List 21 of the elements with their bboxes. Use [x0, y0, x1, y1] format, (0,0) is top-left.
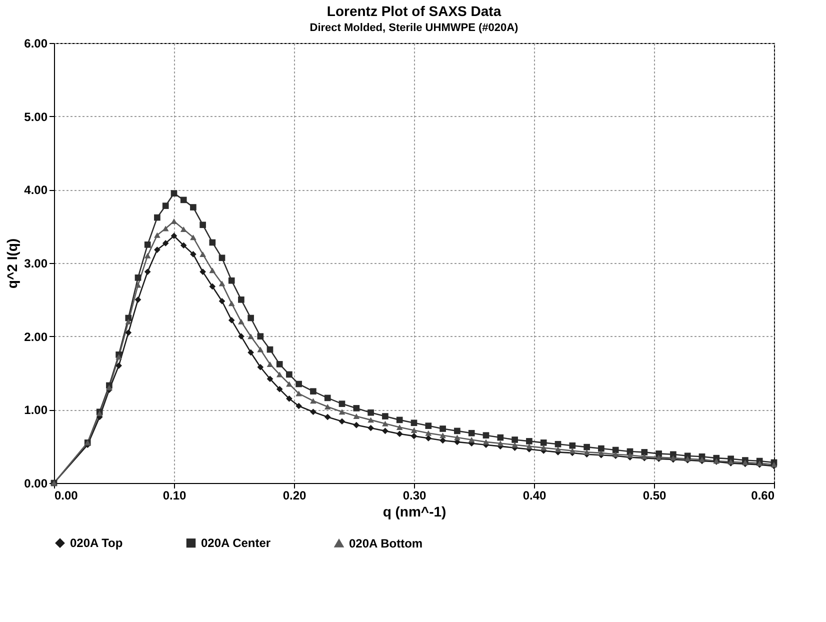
y-tick-label: 3.00	[24, 256, 48, 270]
legend-label: 020A Top	[70, 536, 123, 550]
x-tick-label: 0.30	[402, 488, 426, 502]
y-axis-title: q^2 I(q)	[4, 238, 20, 289]
y-tick-label: 5.00	[24, 110, 48, 124]
y-tick-label: 1.00	[24, 403, 48, 418]
x-tick-label: 0.60	[751, 488, 775, 502]
y-tick-label: 0.00	[24, 476, 48, 490]
legend-label: 020A Center	[201, 536, 271, 550]
chart-title: Lorentz Plot of SAXS Data	[326, 3, 502, 19]
y-tick-label: 2.00	[24, 330, 48, 344]
x-tick-label: 0.50	[642, 488, 666, 502]
x-tick-label: 0.40	[522, 488, 546, 502]
x-tick-label: 0.00	[54, 488, 78, 502]
y-tick-label: 6.00	[24, 36, 48, 50]
x-tick-label: 0.10	[162, 488, 186, 502]
chart-subtitle: Direct Molded, Sterile UHMWPE (#020A)	[310, 22, 519, 34]
x-axis-title: q (nm^-1)	[382, 504, 446, 520]
legend-label: 020A Bottom	[349, 536, 423, 550]
y-tick-label: 4.00	[24, 183, 48, 198]
x-tick-label: 0.20	[282, 488, 306, 502]
